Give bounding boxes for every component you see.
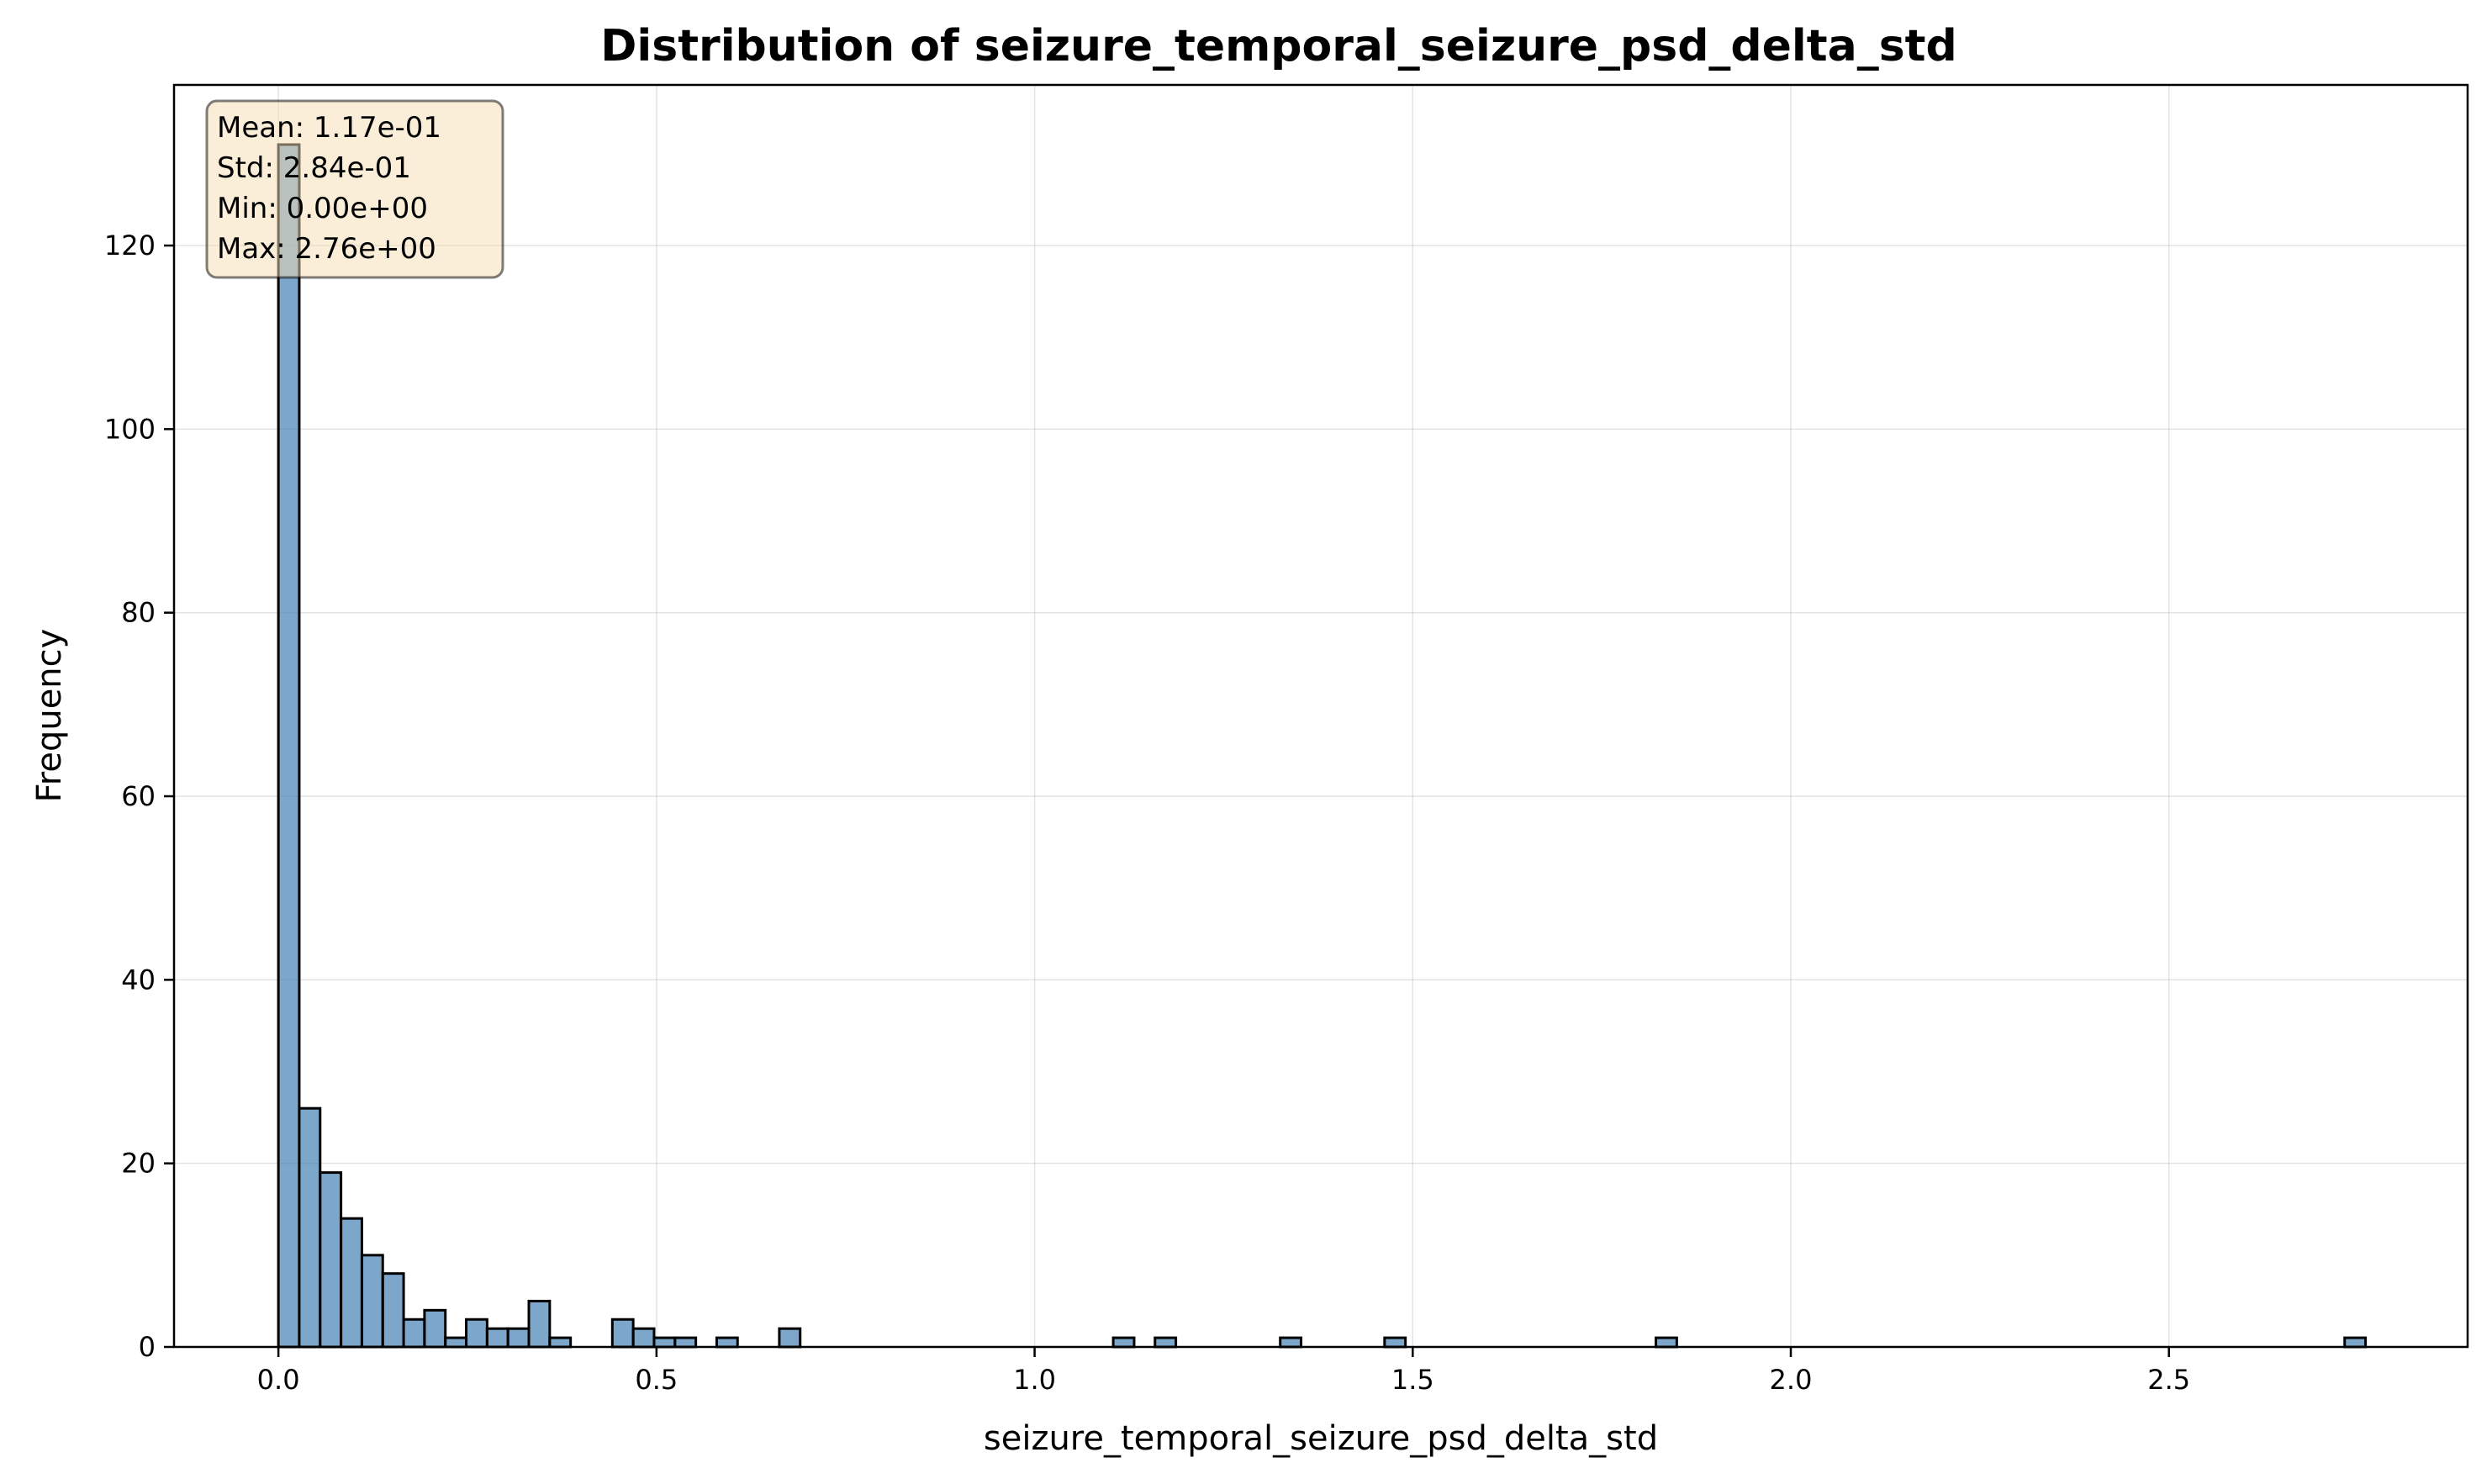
y-tick-label: 80 (121, 597, 156, 629)
stats-min: Min: 0.00e+00 (217, 192, 428, 225)
histogram-bar (673, 1336, 698, 1349)
x-tick-label: 0.5 (635, 1364, 678, 1396)
histogram-bar (652, 1336, 677, 1349)
y-tick-label: 100 (104, 413, 156, 445)
histogram-bar (381, 1272, 405, 1349)
chart-title: Distribution of seizure_temporal_seizure… (600, 21, 1956, 71)
histogram-bar (402, 1318, 426, 1349)
histogram-bar (2343, 1336, 2368, 1349)
histogram-bar (277, 143, 301, 1349)
histogram-bar (631, 1327, 656, 1349)
histogram-bar (360, 1254, 384, 1349)
histogram-bars (277, 143, 2368, 1349)
stats-mean: Mean: 1.17e-01 (217, 111, 441, 145)
histogram-bar (1111, 1336, 1136, 1349)
x-tick-label: 0.0 (257, 1364, 300, 1396)
histogram-bar (444, 1336, 468, 1349)
y-tick-label: 120 (104, 230, 156, 261)
plot-frame (172, 83, 2469, 1349)
histogram-bar (506, 1327, 531, 1349)
histogram-bar (1383, 1336, 1407, 1349)
stats-box-background (205, 99, 504, 279)
y-tick-label: 0 (139, 1331, 156, 1363)
histogram-bar (423, 1308, 447, 1349)
histogram-bar (340, 1217, 363, 1349)
y-tick-label: 40 (121, 964, 156, 995)
x-axis-label: seizure_temporal_seizure_psd_delta_std (984, 1419, 1658, 1458)
y-tick-label: 60 (121, 780, 156, 812)
stats-std: Std: 2.84e-01 (217, 151, 411, 185)
histogram-bar (548, 1336, 573, 1349)
histogram-bar (465, 1318, 488, 1349)
histogram-bar (485, 1327, 509, 1349)
histogram-bar (1279, 1336, 1303, 1349)
x-tick-label: 2.5 (2147, 1364, 2190, 1396)
y-axis-label: Frequency (30, 629, 69, 803)
axis-ticks: 0.0 0.5 1.0 1.5 2.0 2.5 0 20 40 60 80 100 120 (104, 230, 2190, 1396)
stats-box: Mean: 1.17e-01 Std: 2.84e-01 Min: 0.00e+… (205, 99, 504, 279)
x-tick-label: 1.5 (1391, 1364, 1434, 1396)
histogram-bar (715, 1336, 739, 1349)
histogram-bar (298, 1106, 322, 1349)
x-tick-label: 2.0 (1770, 1364, 1813, 1396)
histogram-bar (1154, 1336, 1178, 1349)
grid-lines (174, 85, 2468, 1348)
stats-max: Max: 2.76e+00 (217, 232, 436, 266)
histogram-bar (610, 1318, 635, 1349)
histogram-bar (319, 1171, 343, 1349)
x-tick-label: 1.0 (1013, 1364, 1056, 1396)
y-tick-label: 20 (121, 1148, 156, 1180)
histogram-bar (778, 1327, 802, 1349)
histogram-bar (1655, 1336, 1678, 1349)
histogram-bar (527, 1299, 552, 1349)
